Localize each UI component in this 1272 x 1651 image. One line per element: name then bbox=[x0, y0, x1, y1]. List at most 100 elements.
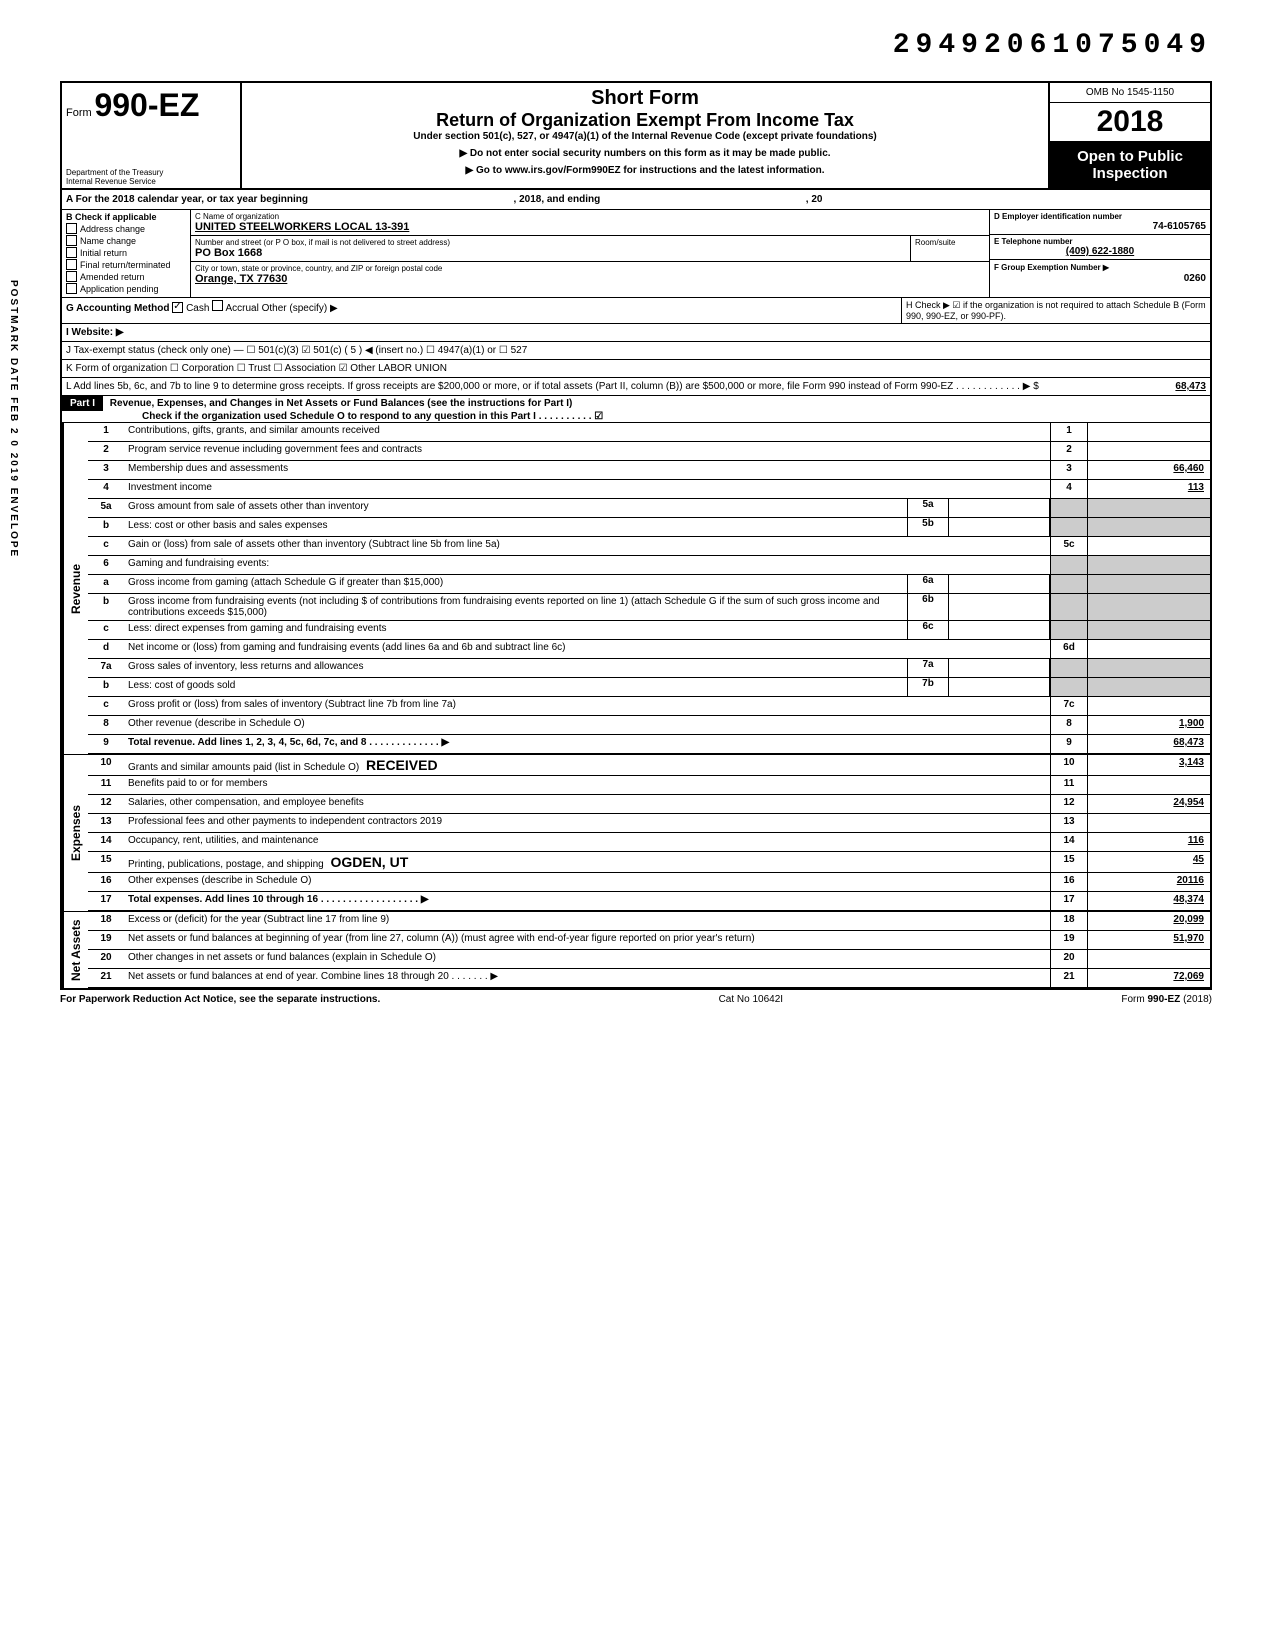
line-amt-15: 45 bbox=[1088, 852, 1210, 872]
mid-amt-5b bbox=[949, 518, 1050, 536]
check-final-return-terminated[interactable]: Final return/terminated bbox=[66, 259, 186, 270]
check-name-change[interactable]: Name change bbox=[66, 235, 186, 246]
check-initial-return[interactable]: Initial return bbox=[66, 247, 186, 258]
line-num-14: 14 bbox=[88, 833, 124, 851]
line-7a: 7aGross sales of inventory, less returns… bbox=[88, 659, 1210, 678]
row-g-h: G Accounting Method Cash Accrual Other (… bbox=[62, 298, 1210, 324]
section-d-ids: D Employer identification number 74-6105… bbox=[989, 210, 1210, 297]
line-3: 3Membership dues and assessments366,460 bbox=[88, 461, 1210, 480]
line-box-21: 21 bbox=[1050, 969, 1088, 987]
gross-receipts-amount: 68,473 bbox=[1096, 381, 1206, 392]
period-mid-label: , 2018, and ending bbox=[514, 194, 601, 205]
line-num-10: 10 bbox=[88, 755, 124, 775]
mid-amt-6c bbox=[949, 621, 1050, 639]
line-num-b: b bbox=[88, 678, 124, 696]
line-amt-8: 1,900 bbox=[1088, 716, 1210, 734]
line-box-8: 8 bbox=[1050, 716, 1088, 734]
line-amt-7c bbox=[1088, 697, 1210, 715]
line-amt-19: 51,970 bbox=[1088, 931, 1210, 949]
part-1-header: Part I Revenue, Expenses, and Changes in… bbox=[62, 396, 1210, 423]
form-990ez: Form 990-EZ Department of the Treasury I… bbox=[60, 81, 1212, 990]
line-desc-10: Grants and similar amounts paid (list in… bbox=[124, 755, 1050, 775]
tax-period-row: A For the 2018 calendar year, or tax yea… bbox=[62, 190, 1210, 210]
check-amended-return[interactable]: Amended return bbox=[66, 271, 186, 282]
omb-number: OMB No 1545-1150 bbox=[1050, 83, 1210, 103]
form-footer: For Paperwork Reduction Act Notice, see … bbox=[60, 990, 1212, 1009]
shaded-amt bbox=[1088, 556, 1210, 574]
line-desc-13: Professional fees and other payments to … bbox=[124, 814, 1050, 832]
line-box-15: 15 bbox=[1050, 852, 1088, 872]
row-org-form: K Form of organization ☐ Corporation ☐ T… bbox=[62, 360, 1210, 378]
accrual-checkbox[interactable] bbox=[212, 300, 223, 311]
line-desc-a: Gross income from gaming (attach Schedul… bbox=[124, 575, 907, 593]
line-desc-19: Net assets or fund balances at beginning… bbox=[124, 931, 1050, 949]
footer-catalog: Cat No 10642I bbox=[719, 994, 784, 1005]
mid-amt-6a bbox=[949, 575, 1050, 593]
line-num-12: 12 bbox=[88, 795, 124, 813]
line-desc-21: Net assets or fund balances at end of ye… bbox=[124, 969, 1050, 987]
line-amt-5c bbox=[1088, 537, 1210, 555]
line-amt-11 bbox=[1088, 776, 1210, 794]
line-19: 19Net assets or fund balances at beginni… bbox=[88, 931, 1210, 950]
line-num-4: 4 bbox=[88, 480, 124, 498]
line-b: bLess: cost or other basis and sales exp… bbox=[88, 518, 1210, 537]
line-desc-6: Gaming and fundraising events: bbox=[124, 556, 1050, 574]
mid-box-5b: 5b bbox=[907, 518, 949, 536]
line-num-6: 6 bbox=[88, 556, 124, 574]
org-address: PO Box 1668 bbox=[195, 247, 906, 259]
line-c: cGain or (loss) from sale of assets othe… bbox=[88, 537, 1210, 556]
line-desc-15: Printing, publications, postage, and shi… bbox=[124, 852, 1050, 872]
section-h: H Check ▶ ☑ if the organization is not r… bbox=[902, 298, 1210, 323]
period-start-label: A For the 2018 calendar year, or tax yea… bbox=[66, 194, 308, 205]
shaded-box bbox=[1050, 659, 1088, 677]
netassets-section: Net Assets 18Excess or (deficit) for the… bbox=[62, 911, 1210, 988]
line-num-7a: 7a bbox=[88, 659, 124, 677]
line-box-13: 13 bbox=[1050, 814, 1088, 832]
cash-checkbox[interactable] bbox=[172, 302, 183, 313]
line-amt-12: 24,954 bbox=[1088, 795, 1210, 813]
check-application-pending[interactable]: Application pending bbox=[66, 283, 186, 294]
line-desc-17: Total expenses. Add lines 10 through 16 … bbox=[124, 892, 1050, 910]
line-desc-1: Contributions, gifts, grants, and simila… bbox=[124, 423, 1050, 441]
mid-amt-7a bbox=[949, 659, 1050, 677]
line-desc-8: Other revenue (describe in Schedule O) bbox=[124, 716, 1050, 734]
line-amt-1 bbox=[1088, 423, 1210, 441]
line-amt-14: 116 bbox=[1088, 833, 1210, 851]
line-desc-c: Gross profit or (loss) from sales of inv… bbox=[124, 697, 1050, 715]
line-num-2: 2 bbox=[88, 442, 124, 460]
mid-box-6b: 6b bbox=[907, 594, 949, 620]
footer-form-ref: Form 990-EZ (2018) bbox=[1121, 994, 1212, 1005]
part-1-label: Part I bbox=[62, 396, 103, 411]
open-public-badge: Open to Public Inspection bbox=[1050, 142, 1210, 188]
check-address-change[interactable]: Address change bbox=[66, 223, 186, 234]
mid-amt-5a bbox=[949, 499, 1050, 517]
ein-value: 74-6105765 bbox=[994, 221, 1206, 232]
line-num-20: 20 bbox=[88, 950, 124, 968]
expenses-side-label: Expenses bbox=[62, 755, 88, 911]
shaded-amt bbox=[1088, 499, 1210, 517]
line-box-10: 10 bbox=[1050, 755, 1088, 775]
mid-box-7a: 7a bbox=[907, 659, 949, 677]
line-amt-3: 66,460 bbox=[1088, 461, 1210, 479]
line-num-19: 19 bbox=[88, 931, 124, 949]
line-16: 16Other expenses (describe in Schedule O… bbox=[88, 873, 1210, 892]
line-desc-4: Investment income bbox=[124, 480, 1050, 498]
part-1-title: Revenue, Expenses, and Changes in Net As… bbox=[106, 396, 577, 411]
line-desc-11: Benefits paid to or for members bbox=[124, 776, 1050, 794]
mid-amt-6b bbox=[949, 594, 1050, 620]
shaded-amt bbox=[1088, 659, 1210, 677]
line-num-13: 13 bbox=[88, 814, 124, 832]
gross-receipts-desc: L Add lines 5b, 6c, and 7b to line 9 to … bbox=[66, 381, 1096, 392]
form-header: Form 990-EZ Department of the Treasury I… bbox=[62, 83, 1210, 190]
line-num-d: d bbox=[88, 640, 124, 658]
line-20: 20Other changes in net assets or fund ba… bbox=[88, 950, 1210, 969]
line-14: 14Occupancy, rent, utilities, and mainte… bbox=[88, 833, 1210, 852]
mid-box-5a: 5a bbox=[907, 499, 949, 517]
label-ein: D Employer identification number bbox=[994, 212, 1206, 221]
phone-value: (409) 622-1880 bbox=[994, 246, 1206, 257]
line-num-3: 3 bbox=[88, 461, 124, 479]
document-id-number: 29492061075049 bbox=[60, 30, 1212, 61]
line-amt-17: 48,374 bbox=[1088, 892, 1210, 910]
line-18: 18Excess or (deficit) for the year (Subt… bbox=[88, 912, 1210, 931]
instruction-ssn: ▶ Do not enter social security numbers o… bbox=[250, 148, 1040, 159]
